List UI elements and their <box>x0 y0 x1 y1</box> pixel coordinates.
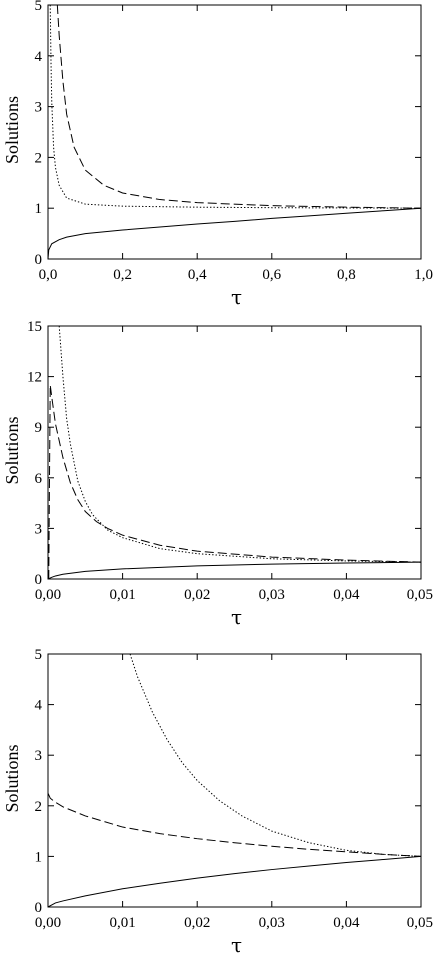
x-tick-label: 0,02 <box>184 587 210 603</box>
x-tick-label: 0,01 <box>109 587 135 603</box>
plot-frame <box>47 653 422 908</box>
x-tick-label: 0,04 <box>333 587 360 603</box>
y-tick-label: 2 <box>35 150 43 166</box>
series-dotted-line <box>129 654 421 857</box>
y-tick-label: 15 <box>27 319 42 335</box>
y-tick-label: 3 <box>35 521 43 537</box>
x-axis-label: τ <box>231 285 242 309</box>
x-tick-label: 0,4 <box>188 267 207 283</box>
x-tick-label: 0,05 <box>407 915 433 931</box>
series-dashed-line <box>48 792 421 857</box>
y-axis-label: Solutions <box>2 96 22 164</box>
y-tick-label: 5 <box>35 0 43 14</box>
y-tick-label: 4 <box>35 49 43 65</box>
x-tick-label: 0,05 <box>407 587 433 603</box>
chart-panel-3: 0,00 0,01 0,02 0,03 0,04 0,05 0 1 2 3 4 5 τ Solutions <box>2 647 433 956</box>
series-dotted-line <box>58 326 421 563</box>
x-tick-label: 0,2 <box>113 267 132 283</box>
y-tick-label: 12 <box>27 370 42 386</box>
series-dotted-line <box>49 5 421 209</box>
series-dashed-line <box>56 5 421 209</box>
chart-panel-2: 0,00 0,01 0,02 0,03 0,04 0,05 0 3 6 9 12 15 τ Solutio… <box>2 319 433 629</box>
y-tick-label: 1 <box>35 849 43 865</box>
x-tick-label: 0,02 <box>184 915 210 931</box>
y-tick-label: 3 <box>35 100 43 116</box>
y-tick-label: 3 <box>35 748 43 764</box>
y-tick-label: 0 <box>35 900 43 916</box>
y-tick-label: 0 <box>35 252 43 268</box>
series-dashed-line <box>48 384 421 579</box>
x-tick-label: 0,00 <box>35 915 61 931</box>
plot-frame <box>47 4 422 260</box>
x-tick-label: 0,04 <box>333 915 360 931</box>
x-axis-label: τ <box>231 605 242 629</box>
y-tick-label: 5 <box>35 647 43 663</box>
x-tick-label: 0,01 <box>109 915 135 931</box>
x-tick-label: 1,0 <box>414 267 433 283</box>
y-tick-label: 1 <box>35 201 43 217</box>
x-tick-label: 0,8 <box>337 267 356 283</box>
x-tick-label: 0,03 <box>259 915 285 931</box>
series-solid-line <box>48 561 421 579</box>
x-tick-label: 0,03 <box>259 587 285 603</box>
plot-frame <box>47 325 422 580</box>
y-tick-label: 9 <box>35 420 43 436</box>
y-axis-label: Solutions <box>2 744 22 812</box>
x-tick-label: 0,6 <box>262 267 281 283</box>
x-tick-label: 0,00 <box>35 587 61 603</box>
x-axis-label: τ <box>231 933 242 956</box>
series-solid-line <box>48 855 421 907</box>
y-tick-label: 2 <box>35 799 43 815</box>
y-axis-label: Solutions <box>2 416 22 484</box>
series-solid-line <box>48 207 421 259</box>
y-tick-label: 0 <box>35 572 43 588</box>
y-tick-label: 6 <box>35 471 43 487</box>
x-tick-label: 0,0 <box>39 267 58 283</box>
y-tick-label: 4 <box>35 698 43 714</box>
chart-panel-1: 0,0 0,2 0,4 0,6 0,8 1,0 0 1 2 3 4 5 τ Solutions <box>2 0 433 309</box>
